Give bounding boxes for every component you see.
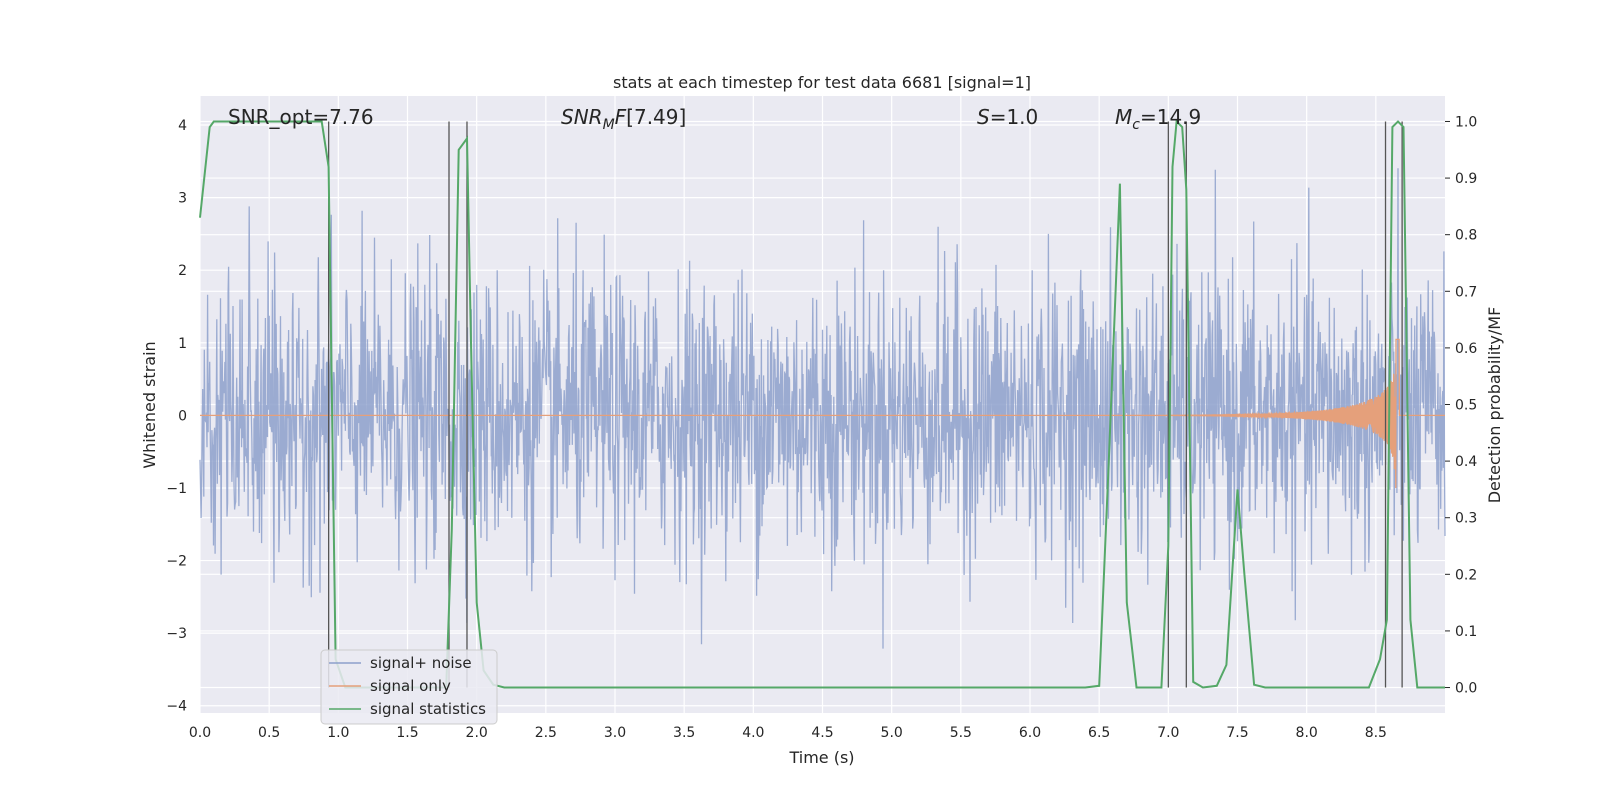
y-tick-label: −1 [166,481,187,497]
annotation-snr-mf-value: [7.49] [626,105,686,129]
legend-label-signal-statistics: signal statistics [370,700,486,718]
x-axis-ticks: 0.0 0.5 1.0 1.5 2.0 2.5 3.0 3.5 4.0 4.5 5.0 5.5 6.0 6… [189,725,1387,741]
y-tick-label: −3 [166,626,187,642]
y2-tick-label: 0.9 [1455,171,1477,187]
x-tick-label: 2.5 [535,725,557,741]
y-tick-label: −2 [166,554,187,570]
legend-label-signal-only: signal only [370,677,451,695]
x-tick-label: 3.5 [673,725,695,741]
y2-tick-label: 0.7 [1455,284,1477,300]
signal-noise-series [199,168,1446,649]
x-tick-label: 8.5 [1365,725,1387,741]
x-tick-label: 2.0 [466,725,488,741]
y2-axis-label: Detection probability/MF [1485,307,1504,504]
y-tick-label: 1 [178,336,187,352]
x-axis-label: Time (s) [788,748,854,767]
y2-tick-label: 0.2 [1455,567,1477,583]
y-tick-label: −4 [166,699,187,715]
y2-tick-label: 0.6 [1455,341,1477,357]
y2-tick-label: 1.0 [1455,114,1477,130]
annotation-snr-opt: SNR_opt=7.76 [228,105,374,129]
signal-noise-line [199,168,1446,649]
x-tick-label: 8.0 [1296,725,1318,741]
x-tick-label: 4.5 [811,725,833,741]
annotation-mc: Mc=14.9 [1115,105,1201,133]
annotation-s: S=1.0 [977,105,1038,129]
signal-statistics-series [199,119,1445,689]
y2-tick-label: 0.4 [1455,454,1477,470]
y-tick-label: 4 [178,118,187,134]
x-tick-label: 6.5 [1088,725,1110,741]
annotation-mc-value: =14.9 [1140,105,1201,129]
signal-statistics-line [199,119,1445,689]
x-tick-label: 6.0 [1019,725,1041,741]
signal-only-line [200,338,1445,489]
chart-title: stats at each timestep for test data 668… [613,73,1031,92]
x-tick-label: 7.5 [1226,725,1248,741]
legend: signal+ noise signal only signal statist… [320,649,498,725]
legend-box [320,649,498,725]
signal-only-series [200,338,1445,489]
y-tick-label: 3 [178,191,187,207]
y-axis-ticks: −4 −3 −2 −1 0 1 2 3 4 [166,118,187,715]
legend-label-signal-noise: signal+ noise [370,654,472,672]
y2-tick-label: 0.8 [1455,228,1477,244]
x-tick-label: 7.0 [1157,725,1179,741]
y2-tick-label: 0.0 [1455,681,1477,697]
y2-tick-label: 0.3 [1455,511,1477,527]
y-axis-label: Whitened strain [140,341,159,468]
x-tick-label: 0.5 [258,725,280,741]
x-tick-label: 5.0 [881,725,903,741]
y-tick-label: 2 [178,263,187,279]
y2-axis-ticks: 0.0 0.1 0.2 0.3 0.4 0.5 0.6 0.7 0.8 0.9 1.0 [1445,114,1477,697]
y2-tick-label: 0.1 [1455,624,1477,640]
x-tick-label: 3.0 [604,725,626,741]
x-tick-label: 0.0 [189,725,211,741]
x-tick-label: 4.0 [742,725,764,741]
annotation-snr-mf: SNRMF[7.49] [561,105,686,133]
annotation-s-value: =1.0 [990,105,1039,129]
y-tick-label: 0 [178,408,187,424]
x-tick-label: 1.0 [327,725,349,741]
y2-tick-label: 0.5 [1455,398,1477,414]
x-tick-label: 1.5 [396,725,418,741]
x-tick-label: 5.5 [950,725,972,741]
